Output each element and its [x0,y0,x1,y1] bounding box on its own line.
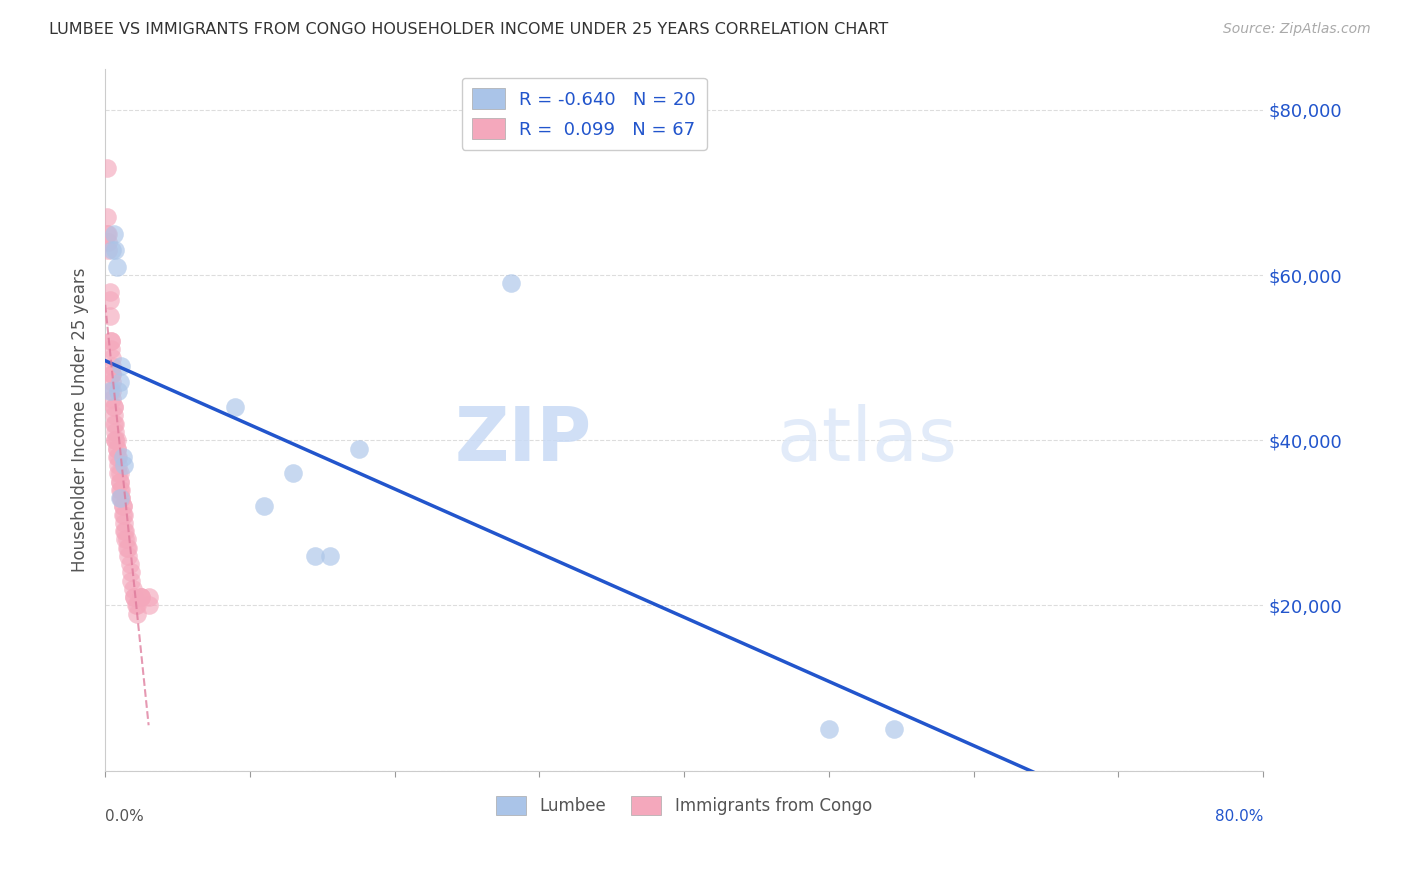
Point [101,367,124,381]
Point [98,285,121,299]
Point [104,434,127,448]
Point [347,442,370,456]
Point [122,591,145,605]
Point [111,500,134,514]
Point [883,723,905,737]
Point [138,591,160,605]
Point [98,384,121,398]
Point [499,277,522,291]
Point [110,359,132,373]
Point [101,392,124,406]
Point [100,343,122,357]
Point [131,591,153,605]
Point [110,491,132,505]
Point [104,417,127,431]
Point [111,450,134,464]
Point [103,417,125,431]
Point [131,591,153,605]
Point [112,516,135,530]
Point [125,607,148,621]
Point [97,235,120,249]
Point [97,244,120,258]
Legend: Lumbee, Immigrants from Congo: Lumbee, Immigrants from Congo [489,789,879,822]
Point [318,549,340,563]
Point [253,500,276,514]
Point [224,401,246,415]
Point [108,491,131,505]
Point [120,566,142,580]
Point [105,442,128,456]
Point [110,483,132,497]
Point [818,723,841,737]
Text: LUMBEE VS IMMIGRANTS FROM CONGO HOUSEHOLDER INCOME UNDER 25 YEARS CORRELATION CH: LUMBEE VS IMMIGRANTS FROM CONGO HOUSEHOL… [49,22,889,37]
Point [103,409,125,423]
Text: ZIP: ZIP [454,404,592,477]
Point [107,458,129,472]
Point [97,227,120,241]
Point [101,367,124,381]
Point [304,549,326,563]
Point [108,475,131,489]
Point [107,384,129,398]
Point [108,467,131,481]
Point [105,434,128,448]
Point [114,524,136,538]
Point [121,582,143,596]
Point [103,227,125,241]
Point [100,334,122,348]
Point [112,458,135,472]
Point [115,541,138,555]
Point [96,161,118,175]
Point [104,244,127,258]
Point [104,425,127,439]
Point [105,260,128,274]
Point [101,376,124,390]
Point [124,599,146,613]
Text: 80.0%: 80.0% [1215,809,1263,824]
Text: 0.0%: 0.0% [105,809,143,824]
Text: Source: ZipAtlas.com: Source: ZipAtlas.com [1223,22,1371,37]
Point [108,475,131,489]
Point [98,310,121,324]
Point [98,293,121,307]
Point [138,599,160,613]
Point [101,244,124,258]
Text: atlas: atlas [778,404,957,477]
Point [104,434,127,448]
Point [108,483,131,497]
Point [101,384,124,398]
Point [105,450,128,464]
Point [111,508,134,522]
Point [131,591,153,605]
Point [103,401,125,415]
Point [100,334,122,348]
Point [122,591,145,605]
Point [110,491,132,505]
Point [125,599,148,613]
Y-axis label: Householder Income Under 25 years: Householder Income Under 25 years [72,268,89,572]
Point [101,359,124,373]
Point [107,450,129,464]
Point [114,533,136,547]
Point [105,442,128,456]
Point [112,524,135,538]
Point [103,401,125,415]
Point [118,557,141,571]
Point [96,227,118,241]
Point [115,533,138,547]
Point [107,467,129,481]
Point [101,351,124,365]
Point [96,211,118,225]
Point [283,467,305,481]
Point [112,508,135,522]
Point [117,541,139,555]
Point [111,500,134,514]
Point [108,376,131,390]
Point [117,549,139,563]
Point [120,574,142,588]
